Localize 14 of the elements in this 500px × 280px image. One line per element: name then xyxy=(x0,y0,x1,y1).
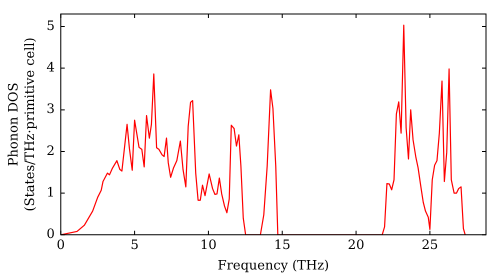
x-tick-label: 20 xyxy=(348,238,364,253)
y-tick-label: 3 xyxy=(46,102,55,118)
x-axis-title: Frequency (THz) xyxy=(218,258,330,274)
x-tick-label: 15 xyxy=(274,238,291,253)
y-tick-label: 4 xyxy=(46,60,55,76)
y-axis-title: Phonon DOS (States/THz·primitive cell) xyxy=(6,37,38,212)
y-tick-label: 2 xyxy=(46,144,55,159)
y-tick-label: 1 xyxy=(46,186,55,201)
x-tick-label: 5 xyxy=(130,238,139,253)
y-tick-label: 0 xyxy=(46,227,55,242)
y-tick-label: 5 xyxy=(46,18,55,34)
x-tick-label: 25 xyxy=(422,238,438,253)
x-tick-label: 10 xyxy=(200,238,217,253)
x-tick-label: 0 xyxy=(56,238,65,253)
